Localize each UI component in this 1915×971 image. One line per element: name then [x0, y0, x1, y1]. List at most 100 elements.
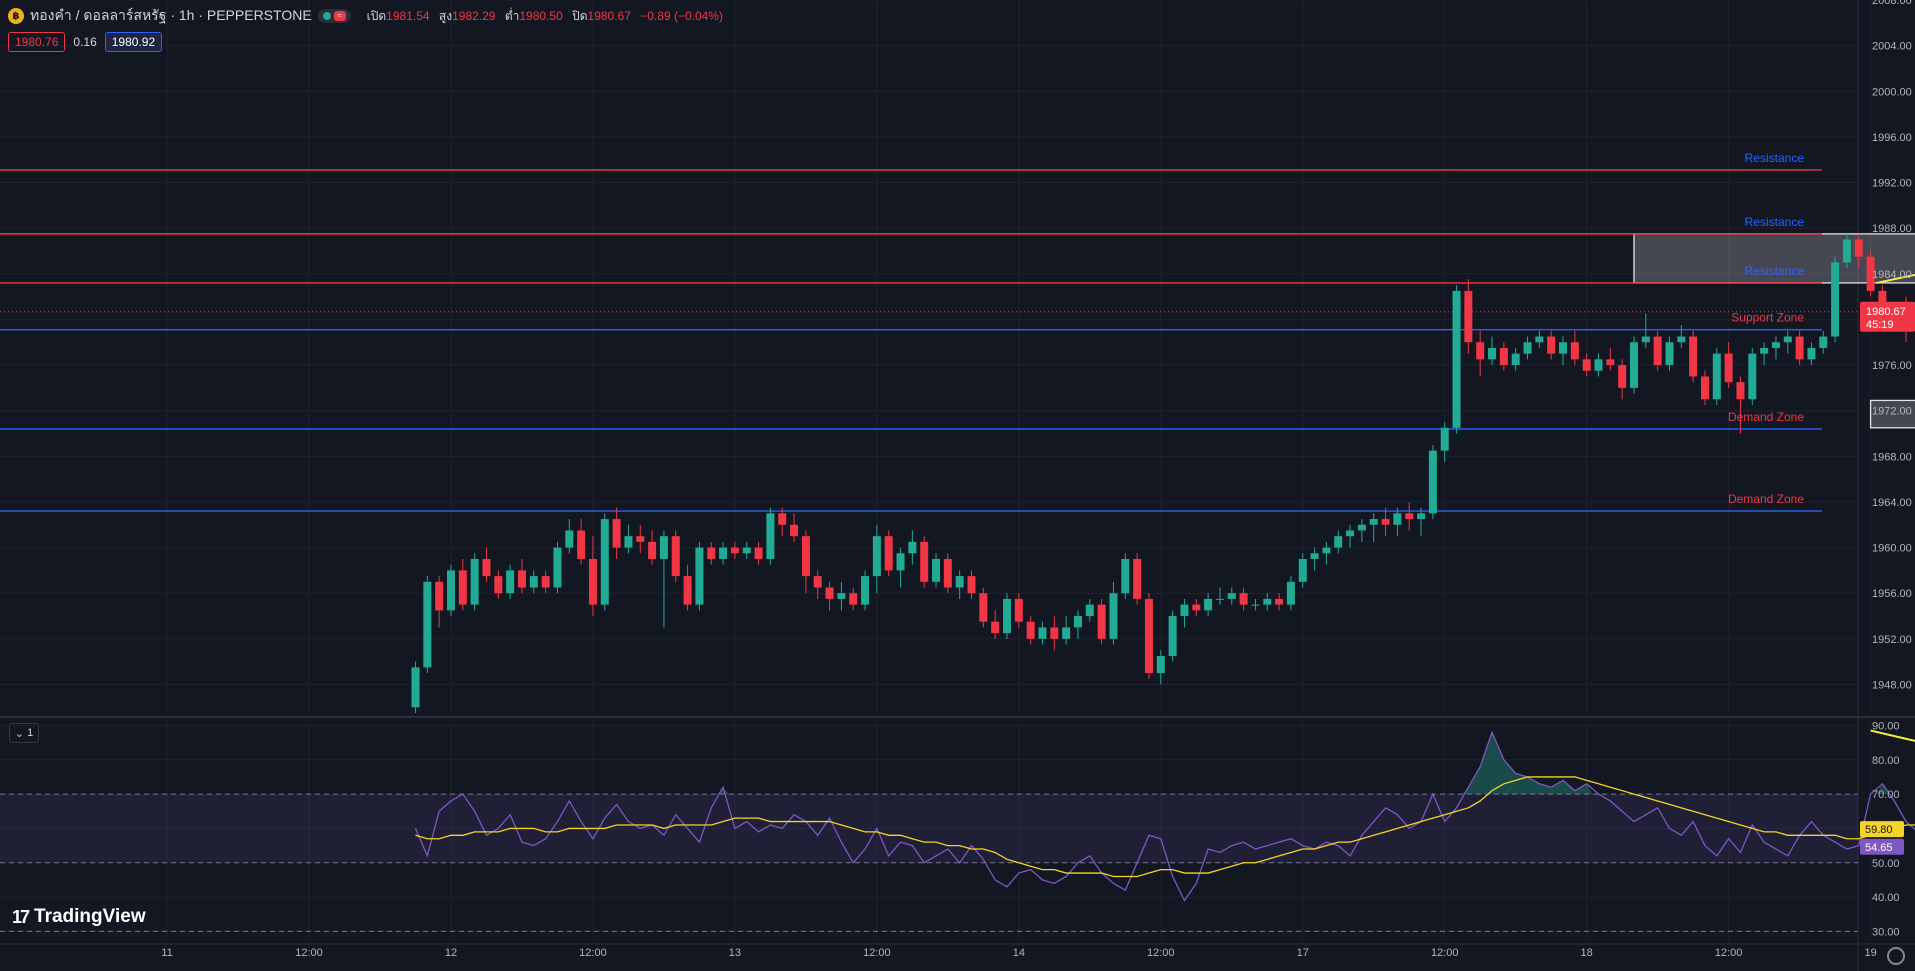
candle-body: [1866, 256, 1875, 291]
candle-body: [754, 547, 763, 559]
time-tick-label: 12: [445, 947, 457, 959]
candle-body: [1452, 290, 1461, 428]
level-label: Resistance: [1745, 215, 1805, 229]
candle-body: [742, 547, 751, 554]
price-tick-label: 1960.00: [1872, 543, 1912, 555]
candle-body: [423, 581, 432, 668]
level-label: Support Zone: [1731, 311, 1804, 325]
candle-body: [1263, 598, 1272, 605]
time-tick-label: 13: [729, 947, 741, 959]
candle-body: [541, 576, 550, 588]
candle-body: [730, 547, 739, 554]
candle-body: [695, 547, 704, 605]
candle-body: [1097, 604, 1106, 639]
candle-body: [494, 576, 503, 594]
candle-body: [1618, 365, 1627, 388]
level-label: Resistance: [1745, 264, 1805, 278]
candle-body: [1570, 342, 1579, 360]
candle-body: [1026, 621, 1035, 639]
candle-body: [1428, 450, 1437, 514]
candle-body: [1606, 359, 1615, 366]
rsi-tick-label: 90.00: [1872, 720, 1900, 732]
candle-body: [1712, 353, 1721, 400]
rsi-value-tag: [1860, 821, 1904, 838]
candle-body: [1499, 347, 1508, 366]
candle-body: [1771, 342, 1780, 348]
candle-body: [1440, 427, 1449, 451]
candle-body: [861, 576, 870, 605]
candle-body: [1653, 336, 1662, 366]
candle-body: [920, 541, 929, 582]
price-tick-label: 1976.00: [1872, 360, 1912, 372]
candle-body: [1192, 604, 1201, 611]
price-tick-label: 1972.00: [1872, 406, 1912, 418]
rsi-tick-label: 30.00: [1872, 926, 1900, 938]
gear-icon[interactable]: [1887, 947, 1905, 965]
price-tick-label: 1964.00: [1872, 497, 1912, 509]
close-label: ปิด: [572, 8, 588, 23]
candle-body: [648, 541, 657, 559]
candle-body: [801, 536, 810, 577]
change-value: −0.89 (−0.04%): [640, 8, 723, 23]
price-tick-label: 2004.00: [1872, 41, 1912, 53]
candle-body: [1748, 353, 1757, 400]
candle-body: [1121, 558, 1130, 594]
rsi-tick-label: 40.00: [1872, 892, 1900, 904]
indicator-collapse-button[interactable]: ⌄ 1: [9, 723, 39, 743]
candle-body: [588, 558, 597, 605]
time-tick-label: 17: [1297, 947, 1309, 959]
open-label: เปิด: [366, 8, 387, 23]
candle-body: [1854, 239, 1863, 257]
bid-ask-panel: 1980.76 0.16 1980.92: [8, 32, 163, 52]
open-value: 1981.54: [386, 8, 430, 23]
candle-body: [435, 581, 444, 611]
price-tick-label: 1992.00: [1872, 178, 1912, 190]
trend-line: [1876, 273, 1915, 284]
candle-body: [683, 576, 692, 605]
candle-body: [1783, 336, 1792, 343]
candle-body: [1156, 655, 1165, 674]
candle-body: [1038, 627, 1047, 639]
time-tick-label: 12:00: [579, 947, 607, 959]
rsi-overbought-fill: [1462, 732, 1593, 795]
candle-body: [943, 558, 952, 588]
candle-body: [778, 513, 787, 525]
brand-name: TradingView: [34, 906, 146, 927]
candle-body: [1003, 598, 1011, 634]
candle-body: [1215, 598, 1224, 600]
candle-body: [1582, 359, 1591, 371]
candle-body: [1629, 342, 1638, 388]
price-tick-label: 2000.00: [1872, 86, 1912, 98]
candle-body: [1511, 353, 1520, 366]
low-label: ต่ำ: [504, 8, 520, 23]
candle-body: [1523, 342, 1532, 354]
candle-body: [517, 570, 526, 588]
candle-body: [967, 576, 976, 594]
candle-body: [932, 558, 941, 582]
sell-price-button[interactable]: 1980.76: [8, 32, 66, 52]
tradingview-logo[interactable]: 17 TradingView: [12, 906, 146, 928]
candle-body: [1275, 598, 1284, 605]
level-label: Resistance: [1745, 151, 1805, 165]
candle-body: [1381, 519, 1390, 525]
candle-body: [600, 519, 609, 605]
symbol-title[interactable]: ทองคำ / ดอลลาร์สหรัฐ · 1h · PEPPERSTONE: [30, 7, 312, 23]
candle-body: [1535, 336, 1544, 343]
high-value: 1982.29: [452, 8, 496, 23]
candle-body: [872, 536, 881, 577]
rsi-overbought-fill: [1876, 783, 1889, 795]
candle-body: [837, 593, 846, 599]
candle-body: [707, 547, 716, 559]
candle-body: [1594, 359, 1603, 371]
spread-value: 0.16: [73, 35, 97, 49]
rsi-value-tag: [1860, 838, 1904, 855]
candle-body: [411, 667, 420, 708]
buy-price-button[interactable]: 1980.92: [104, 32, 163, 52]
time-tick-label: 19: [1864, 947, 1876, 959]
time-tick-label: 12:00: [1431, 947, 1459, 959]
candle-body: [1476, 342, 1485, 360]
candle-body: [1133, 558, 1142, 599]
market-status[interactable]: ≈: [317, 9, 351, 23]
candle-body: [1180, 604, 1189, 617]
